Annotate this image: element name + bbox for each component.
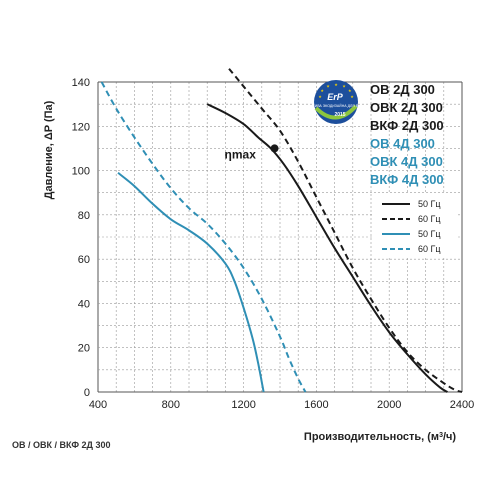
y-tick-label: 100	[72, 166, 90, 178]
legend-label: 50 Гц	[418, 199, 441, 209]
y-tick-label: 140	[72, 77, 90, 89]
footer-label: ОВ / ОВК / ВКФ 2Д 300	[12, 440, 111, 450]
x-tick-labels: 400 800 1200 1600 2000 2400	[89, 399, 474, 411]
badge-erp-text: ErP	[327, 92, 344, 102]
x-tick-label: 2000	[377, 399, 401, 411]
badge-star: ★	[326, 84, 330, 89]
badge-swoosh	[314, 104, 358, 120]
series-line-2d-60hz	[228, 68, 463, 393]
x-axis-label: Производительность, (м3/ч)	[304, 431, 457, 443]
y-tick-label: 80	[78, 210, 90, 222]
model-label: ВКФ 4Д 300	[370, 172, 444, 187]
x-tick-label: 2400	[450, 399, 474, 411]
legend: 50 Гц 60 Гц 50 Гц 60 Гц	[374, 194, 458, 256]
y-tick-labels: 0 20 40 60 80 100 120 140	[72, 77, 90, 399]
series-line-4d-50hz	[117, 172, 265, 393]
y-tick-label: 0	[84, 387, 90, 399]
y-tick-label: 120	[72, 121, 90, 133]
y-tick-label: 60	[78, 254, 90, 266]
badge-star: ★	[342, 84, 346, 89]
legend-label: 60 Гц	[418, 214, 441, 224]
y-tick-label: 40	[78, 298, 90, 310]
x-tick-label: 400	[89, 399, 107, 411]
x-tick-label: 1600	[304, 399, 328, 411]
legend-label: 50 Гц	[418, 229, 441, 239]
model-label: ОВ 4Д 300	[370, 136, 435, 151]
badge-star: ★	[350, 94, 354, 99]
badge-star: ★	[348, 88, 352, 93]
series-line-2d-50hz	[206, 103, 448, 393]
badge-star: ★	[318, 94, 322, 99]
x-tick-label: 800	[162, 399, 180, 411]
grid	[97, 81, 463, 393]
legend-label: 60 Гц	[418, 244, 441, 254]
series-line-4d-60hz	[100, 81, 307, 393]
badge-star: ★	[320, 88, 324, 93]
series-lines	[100, 68, 463, 393]
model-label: ОВК 4Д 300	[370, 154, 443, 169]
model-labels: ОВ 2Д 300 ОВК 2Д 300 ВКФ 2Д 300 ОВ 4Д 300 ОВ…	[370, 82, 444, 187]
eta-max-label: ηmax	[225, 147, 257, 161]
model-label: ВКФ 2Д 300	[370, 118, 444, 133]
eta-max-point	[270, 144, 279, 153]
model-label: ОВК 2Д 300	[370, 100, 443, 115]
badge-year: 2015	[334, 112, 345, 118]
badge-caption: ДИРЕКТИВА ЭКОДИЗАЙНА ДЛЯ ЕВРОПЫ	[301, 104, 371, 108]
badge-star: ★	[334, 82, 338, 87]
model-label: ОВ 2Д 300	[370, 82, 435, 97]
y-axis-label: Давление, ΔP (Па)	[43, 100, 55, 199]
y-tick-label: 20	[78, 343, 90, 355]
x-tick-label: 1200	[231, 399, 255, 411]
eta-max-annotation: ηmax	[225, 144, 279, 161]
